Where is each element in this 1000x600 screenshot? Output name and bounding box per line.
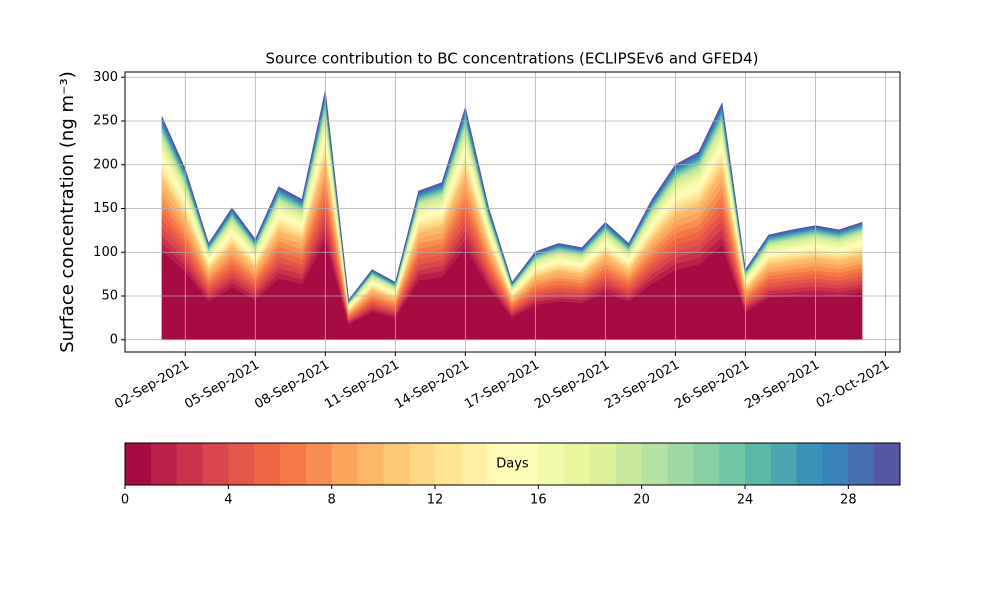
colorbar-cell <box>176 443 203 485</box>
colorbar-cell <box>280 443 307 485</box>
colorbar-cell <box>770 443 798 485</box>
colorbar-cell <box>719 443 746 485</box>
y-tick-label: 150 <box>93 201 118 216</box>
y-tick-label: 250 <box>93 114 118 129</box>
y-axis-label: Surface concentration (ng m⁻³) <box>57 71 78 353</box>
x-tick-label: 02-Sep-2021 <box>112 358 192 413</box>
y-tick-label: 0 <box>110 332 118 347</box>
colorbar-cell <box>150 443 178 485</box>
colorbar-cell <box>202 443 229 485</box>
colorbar-cell <box>460 443 488 485</box>
colorbar-cell <box>512 443 539 485</box>
colorbar-cell <box>564 443 591 485</box>
colorbar-cell <box>848 443 875 485</box>
y-tick-label: 200 <box>93 157 118 172</box>
colorbar-label: Days <box>496 457 529 472</box>
colorbar-tick-label: 28 <box>840 493 857 508</box>
colorbar-cell <box>228 443 255 485</box>
colorbar-tick-label: 4 <box>224 493 232 508</box>
y-tick-label: 50 <box>101 289 118 304</box>
y-tick-label: 100 <box>93 245 118 260</box>
colorbar-cell <box>667 443 694 485</box>
colorbar-cell <box>125 443 152 485</box>
area-layer <box>161 90 863 302</box>
plot-frame <box>124 71 901 353</box>
colorbar-cell <box>486 443 513 485</box>
colorbar-frame <box>124 442 901 486</box>
colorbar-tick-label: 24 <box>737 493 754 508</box>
colorbar-cell <box>357 443 384 485</box>
colorbar-tick-label: 20 <box>633 493 650 508</box>
colorbar-cell <box>409 443 436 485</box>
x-tick-label: 14-Sep-2021 <box>392 358 472 413</box>
colorbar-cell <box>383 443 410 485</box>
colorbar-tick-label: 12 <box>427 493 444 508</box>
colorbar-cell <box>796 443 823 485</box>
colorbar-tick-label: 16 <box>530 493 547 508</box>
colorbar-tick-label: 0 <box>121 493 129 508</box>
x-tick-label: 11-Sep-2021 <box>322 358 402 413</box>
colorbar-cell <box>615 443 643 485</box>
x-tick-label: 02-Oct-2021 <box>814 358 892 412</box>
x-tick-label: 29-Sep-2021 <box>742 358 822 413</box>
x-tick-label: 20-Sep-2021 <box>532 358 612 413</box>
y-tick-label: 300 <box>93 70 118 85</box>
x-tick-label: 26-Sep-2021 <box>672 358 752 413</box>
x-tick-label: 17-Sep-2021 <box>462 358 542 413</box>
x-tick-label: 05-Sep-2021 <box>182 358 262 413</box>
x-tick-label: 23-Sep-2021 <box>602 358 682 413</box>
colorbar-cell <box>874 443 901 485</box>
colorbar-cell <box>693 443 720 485</box>
colorbar-cell <box>254 443 281 485</box>
colorbar-cell <box>331 443 358 485</box>
colorbar-tick-label: 8 <box>328 493 336 508</box>
colorbar-cell <box>538 443 565 485</box>
colorbar-cell <box>745 443 772 485</box>
colorbar-cell <box>435 443 462 485</box>
colorbar-cell <box>305 443 333 485</box>
colorbar-cell <box>822 443 849 485</box>
x-tick-label: 08-Sep-2021 <box>252 358 332 413</box>
colorbar-cell <box>590 443 617 485</box>
chart-title: Source contribution to BC concentrations… <box>265 50 758 68</box>
colorbar-cell <box>641 443 668 485</box>
